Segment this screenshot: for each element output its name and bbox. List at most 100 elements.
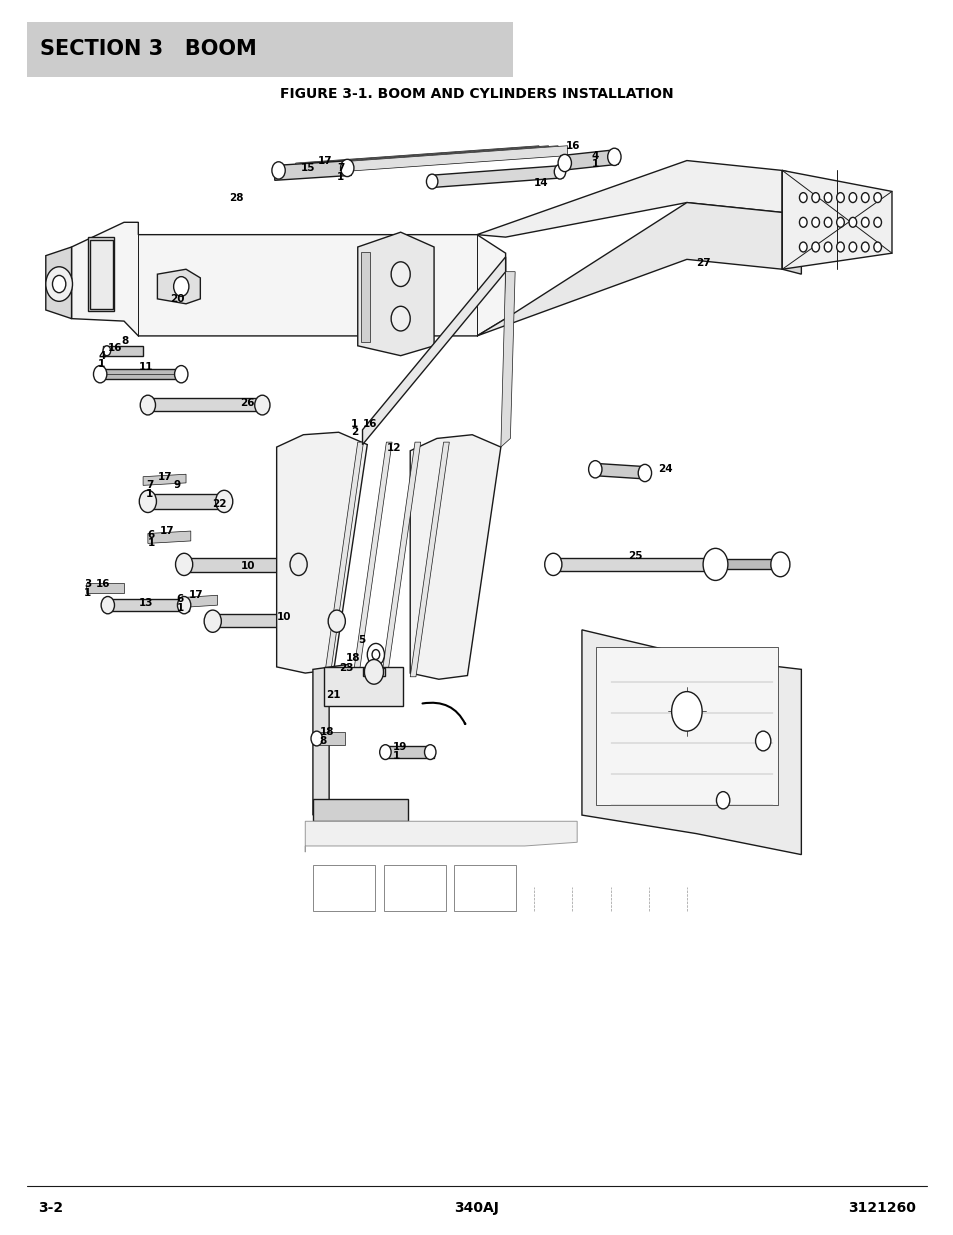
- Circle shape: [103, 346, 111, 356]
- Polygon shape: [305, 821, 577, 852]
- Polygon shape: [103, 599, 189, 611]
- Circle shape: [391, 262, 410, 287]
- Text: 8: 8: [121, 336, 129, 346]
- Circle shape: [823, 242, 831, 252]
- Text: 20: 20: [170, 294, 184, 304]
- Circle shape: [93, 366, 107, 383]
- Circle shape: [861, 217, 868, 227]
- Polygon shape: [548, 558, 720, 571]
- Circle shape: [140, 395, 155, 415]
- Text: 24: 24: [658, 464, 672, 474]
- Text: 1: 1: [146, 489, 153, 499]
- Text: 4: 4: [591, 151, 598, 161]
- Text: 1: 1: [351, 419, 358, 429]
- Text: 7: 7: [336, 163, 344, 173]
- Circle shape: [254, 395, 270, 415]
- Circle shape: [823, 193, 831, 203]
- Circle shape: [823, 217, 831, 227]
- Circle shape: [544, 553, 561, 576]
- Polygon shape: [46, 247, 71, 319]
- FancyArrowPatch shape: [422, 703, 465, 724]
- Polygon shape: [324, 442, 363, 677]
- Text: 7: 7: [146, 480, 153, 490]
- Text: 10: 10: [276, 613, 291, 622]
- FancyBboxPatch shape: [27, 22, 513, 77]
- Text: 13: 13: [138, 598, 152, 608]
- Circle shape: [379, 745, 391, 760]
- Circle shape: [811, 242, 819, 252]
- Text: SECTION 3   BOOM: SECTION 3 BOOM: [40, 40, 256, 59]
- Polygon shape: [362, 257, 505, 445]
- Text: 1: 1: [176, 603, 184, 613]
- Text: 340AJ: 340AJ: [454, 1200, 499, 1215]
- Text: 28: 28: [229, 193, 243, 203]
- Polygon shape: [103, 346, 143, 356]
- Circle shape: [770, 552, 789, 577]
- Polygon shape: [313, 732, 345, 745]
- Bar: [596, 647, 777, 805]
- Polygon shape: [95, 369, 186, 379]
- Polygon shape: [157, 269, 200, 304]
- Polygon shape: [143, 474, 186, 485]
- Polygon shape: [591, 463, 648, 479]
- Polygon shape: [357, 232, 434, 356]
- Text: 1: 1: [336, 172, 344, 182]
- Text: 9: 9: [173, 480, 180, 490]
- Bar: [88, 237, 114, 311]
- Polygon shape: [148, 531, 191, 543]
- Circle shape: [671, 692, 701, 731]
- Text: 1: 1: [148, 538, 155, 548]
- Polygon shape: [781, 170, 801, 274]
- Bar: [324, 667, 402, 706]
- Text: 2: 2: [351, 427, 358, 437]
- Polygon shape: [324, 146, 567, 173]
- Text: 10: 10: [240, 561, 254, 571]
- Text: 18: 18: [319, 727, 334, 737]
- Text: 19: 19: [393, 742, 407, 752]
- Text: 4: 4: [98, 351, 106, 361]
- Text: 15: 15: [300, 163, 314, 173]
- Circle shape: [52, 275, 66, 293]
- Circle shape: [175, 553, 193, 576]
- Polygon shape: [500, 272, 515, 447]
- Circle shape: [716, 792, 729, 809]
- Text: 22: 22: [212, 499, 226, 509]
- Text: 8: 8: [319, 736, 327, 746]
- Text: 16: 16: [95, 579, 110, 589]
- Circle shape: [311, 731, 322, 746]
- Polygon shape: [143, 398, 267, 411]
- Circle shape: [873, 193, 881, 203]
- Polygon shape: [429, 165, 562, 188]
- Polygon shape: [143, 494, 229, 509]
- Text: 3-2: 3-2: [38, 1200, 63, 1215]
- Circle shape: [836, 217, 843, 227]
- Polygon shape: [410, 442, 449, 677]
- Polygon shape: [581, 630, 801, 855]
- Circle shape: [424, 745, 436, 760]
- Circle shape: [848, 242, 856, 252]
- Polygon shape: [381, 746, 434, 758]
- Text: 17: 17: [157, 472, 172, 482]
- Circle shape: [554, 164, 565, 179]
- Text: 1: 1: [591, 159, 598, 169]
- Circle shape: [174, 366, 188, 383]
- Polygon shape: [476, 161, 781, 237]
- Circle shape: [139, 490, 156, 513]
- Circle shape: [799, 193, 806, 203]
- Polygon shape: [179, 595, 217, 608]
- Circle shape: [558, 154, 571, 172]
- Text: 21: 21: [326, 690, 340, 700]
- Text: 18: 18: [345, 653, 359, 663]
- Circle shape: [811, 217, 819, 227]
- Polygon shape: [476, 203, 781, 336]
- Circle shape: [173, 277, 189, 296]
- Polygon shape: [295, 146, 538, 173]
- Circle shape: [367, 643, 384, 666]
- Text: 27: 27: [696, 258, 710, 268]
- Bar: [362, 668, 385, 676]
- Circle shape: [848, 217, 856, 227]
- Text: 1: 1: [98, 359, 106, 369]
- Bar: [90, 240, 112, 309]
- Polygon shape: [274, 161, 351, 180]
- Text: 26: 26: [240, 398, 254, 408]
